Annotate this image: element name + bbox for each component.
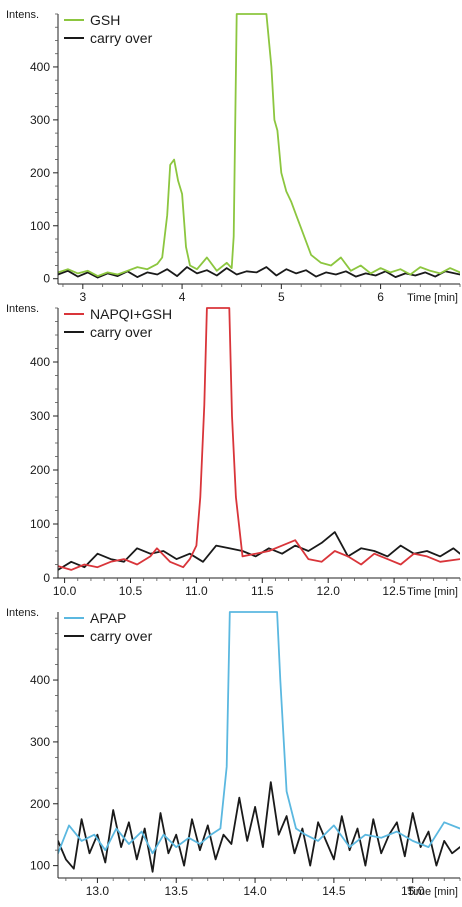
chart-panel-1: 0 100 200 300 400 3 4 5 6 Intens. Time [min] GSH car… <box>6 9 461 304</box>
y-tick-label: 400 <box>30 673 50 687</box>
y-tick-label: 0 <box>43 571 50 585</box>
y-axis-label: Intens. <box>6 9 39 21</box>
x-tick-label: 13.5 <box>165 884 189 898</box>
x-tick-label: 4 <box>179 290 186 304</box>
y-tick-label: 300 <box>30 409 50 423</box>
x-tick-label: 13.0 <box>86 884 110 898</box>
series-line-napqi-gsh <box>58 307 460 571</box>
y-tick-label: 0 <box>43 272 50 286</box>
series-group <box>58 13 460 279</box>
y-tick-label: 200 <box>30 166 50 180</box>
y-tick-label: 400 <box>30 60 50 74</box>
x-tick-label: 12.5 <box>382 584 406 598</box>
x-tick-label: 10.5 <box>119 584 143 598</box>
y-tick-label: 400 <box>30 355 50 369</box>
x-tick-label: 14.0 <box>243 884 267 898</box>
series-group <box>58 307 460 571</box>
y-tick-label: 100 <box>30 517 50 531</box>
series-line-carry-over <box>58 781 460 873</box>
y-tick-label: 100 <box>30 219 50 233</box>
x-tick-label: 5 <box>278 290 285 304</box>
legend-label-carry-over: carry over <box>90 628 153 644</box>
x-axis-label: Time [min] <box>407 292 458 304</box>
x-tick-label: 11.5 <box>251 584 274 598</box>
y-axis-label: Intens. <box>6 607 39 619</box>
legend-label-napqi-gsh: NAPQI+GSH <box>90 306 172 322</box>
x-tick-label: 15.0 <box>401 884 425 898</box>
x-tick-label: 3 <box>79 290 86 304</box>
y-axis-label: Intens. <box>6 303 39 315</box>
legend-label-gsh: GSH <box>90 12 120 28</box>
x-tick-label: 11.0 <box>185 584 208 598</box>
series-line-apap <box>58 611 460 855</box>
legend-label-carry-over: carry over <box>90 324 153 340</box>
chart-panel-2: 0 100 200 300 400 10.0 10.5 11.0 11.5 12.0 12.5 Int… <box>6 303 461 598</box>
x-tick-label: 6 <box>377 290 384 304</box>
x-tick-label: 12.0 <box>317 584 341 598</box>
y-tick-label: 300 <box>30 735 50 749</box>
y-tick-label: 300 <box>30 113 50 127</box>
chart-panel-3: 100 200 300 400 13.0 13.5 14.0 14.5 15.0 Intens. T… <box>6 607 461 898</box>
series-group <box>58 611 460 873</box>
legend-label-carry-over: carry over <box>90 30 153 46</box>
y-tick-label: 200 <box>30 797 50 811</box>
x-tick-label: 10.0 <box>53 584 77 598</box>
x-tick-label: 14.5 <box>322 884 346 898</box>
x-axis-label: Time [min] <box>407 886 458 898</box>
y-tick-label: 200 <box>30 463 50 477</box>
series-line-gsh <box>58 13 460 278</box>
x-axis-label: Time [min] <box>407 586 458 598</box>
legend-label-apap: APAP <box>90 610 126 626</box>
y-tick-label: 100 <box>30 859 50 873</box>
